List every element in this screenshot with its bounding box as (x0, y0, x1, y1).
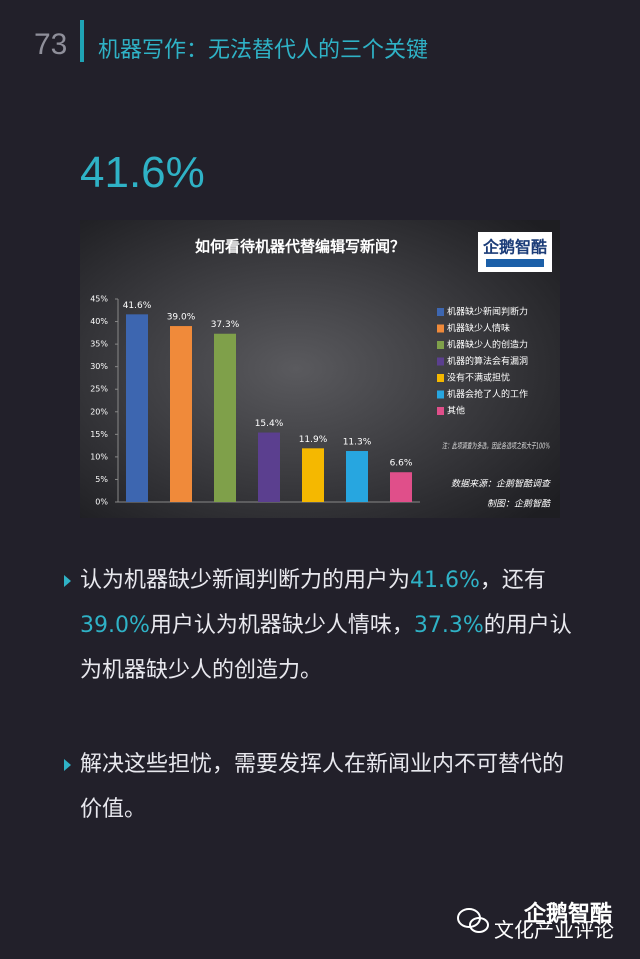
divider (80, 20, 84, 62)
value-label: 15.4% (255, 419, 284, 429)
legend-swatch (437, 341, 444, 349)
highlight-text: 39.0% (80, 613, 150, 638)
y-tick-label: 20% (90, 407, 108, 416)
value-label: 6.6% (390, 459, 413, 469)
bullet-text: 用户认为机器缺少人情味， (149, 613, 414, 638)
y-tick-label: 0% (95, 498, 108, 507)
y-tick-label: 5% (95, 475, 108, 484)
bar (302, 448, 324, 502)
highlight-text: 37.3% (413, 613, 484, 638)
y-tick-label: 35% (90, 340, 108, 349)
value-label: 37.3% (211, 320, 240, 330)
chart: 如何看待机器代替编辑写新闻？ 企鹅智酷 注：此项调查为多选，因此各选项之和大于1… (80, 220, 560, 518)
bar (126, 314, 148, 502)
y-tick-label: 40% (90, 317, 108, 326)
value-label: 11.3% (343, 438, 372, 448)
legend-swatch (437, 308, 444, 316)
y-tick-label: 10% (90, 452, 108, 461)
legend-swatch (437, 374, 444, 382)
bullet-text: 认为机器缺少新闻判断力的用户为 (80, 568, 411, 593)
legend-label: 机器的算法会有漏洞 (447, 355, 528, 367)
bar (258, 432, 280, 502)
legend-label: 机器缺少人的创造力 (447, 339, 528, 351)
chart-logo: 企鹅智酷 (482, 238, 547, 257)
value-label: 11.9% (299, 435, 328, 445)
logo-strip (486, 259, 544, 267)
bullet: 解决这些担忧，需要发挥人在新闻业内不可替代的价值。 (64, 742, 580, 832)
bullet-text: 的用户认为机器缺少人的创造力。 (80, 613, 572, 683)
page-number: 73 (34, 28, 68, 61)
value-label: 39.0% (167, 313, 196, 323)
bullet-text: ，还有 (479, 568, 546, 593)
legend-label: 机器会抢了人的工作 (447, 388, 528, 400)
bar (214, 333, 236, 502)
footer-logo: 企鹅智酷 (524, 902, 613, 927)
wechat-icon (457, 908, 489, 933)
legend-swatch (437, 390, 444, 399)
legend-swatch (437, 324, 444, 333)
headline: 41.6% (80, 148, 205, 197)
bar (346, 451, 368, 502)
bullet: 认为机器缺少新闻判断力的用户为41.6%，还有 39.0%用户认为机器缺少人情味，… (64, 558, 580, 693)
legend-swatch (437, 357, 444, 366)
y-tick-label: 25% (90, 385, 108, 394)
y-tick-label: 30% (90, 362, 108, 371)
bullet-text: 解决这些担忧，需要发挥人在新闻业内不可替代的价值。 (80, 752, 565, 822)
legend-label: 没有不满或担忧 (447, 372, 510, 384)
chart-credit: 制图：企鹅智酷 (487, 499, 551, 510)
bar (170, 326, 192, 502)
legend-label: 其他 (447, 405, 465, 417)
legend-label: 机器缺少新闻判断力 (447, 306, 528, 318)
bar (390, 472, 412, 502)
chart-title: 如何看待机器代替编辑写新闻？ (195, 238, 405, 256)
y-tick-label: 15% (90, 430, 108, 439)
legend-swatch (437, 407, 444, 415)
page-title: 机器写作：无法替代人的三个关键 (98, 38, 429, 63)
footer-account: 文化产业评论 (494, 918, 614, 942)
legend-label: 机器缺少人情味 (447, 322, 510, 334)
chart-note: 注：此项调查为多选，因此各选项之和大于100% (442, 442, 550, 451)
highlight-text: 41.6% (410, 568, 480, 593)
chart-source: 数据来源：企鹅智酷调查 (451, 479, 552, 490)
value-label: 41.6% (123, 301, 152, 311)
y-tick-label: 45% (90, 295, 108, 304)
